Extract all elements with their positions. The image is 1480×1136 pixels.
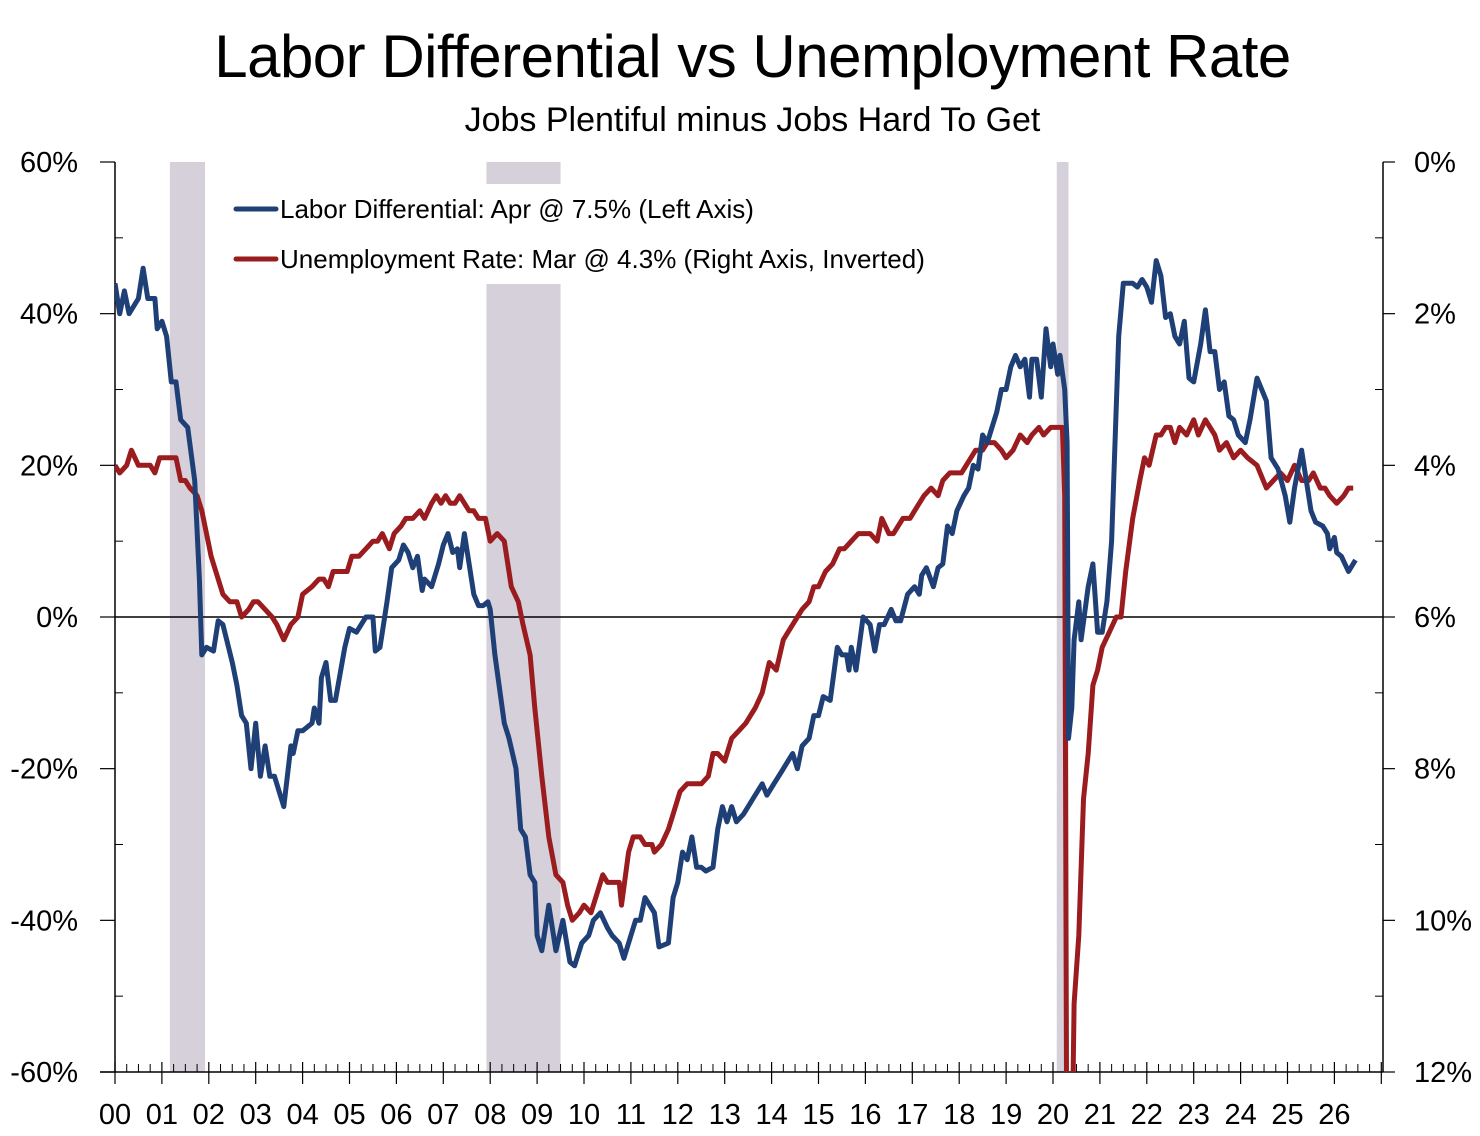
right-axis-label: 10% xyxy=(1414,905,1472,937)
legend: Labor Differential: Apr @ 7.5% (Left Axi… xyxy=(233,194,925,274)
right-axis-label: 8% xyxy=(1414,754,1456,786)
right-axis-label: 6% xyxy=(1414,602,1456,634)
x-axis-label: 12 xyxy=(662,1099,694,1131)
right-axis-label: 0% xyxy=(1414,147,1456,179)
x-axis-label: 11 xyxy=(616,1099,646,1131)
axes: 60% 40% 20% 0% -20% -40% -60% 0% 2% 4% 6% 8% 10% 12% 0… xyxy=(10,147,1472,1131)
x-axis-label: 22 xyxy=(1131,1099,1163,1131)
x-axis-label: 10 xyxy=(568,1099,600,1131)
x-axis-label: 16 xyxy=(849,1099,881,1131)
legend-background xyxy=(228,184,1038,284)
x-axis-label: 03 xyxy=(240,1099,272,1131)
x-axis-label: 05 xyxy=(333,1099,365,1131)
x-axis-label: 23 xyxy=(1178,1099,1210,1131)
left-axis-label: 0% xyxy=(36,602,78,634)
x-axis-label: 24 xyxy=(1224,1099,1256,1131)
x-axis-label: 18 xyxy=(943,1099,975,1131)
x-axis-label: 07 xyxy=(427,1099,459,1131)
x-axis-label: 09 xyxy=(521,1099,553,1131)
left-axis-label: -60% xyxy=(10,1057,78,1089)
x-axis-label: 20 xyxy=(1037,1099,1069,1131)
right-axis-label: 12% xyxy=(1414,1057,1472,1089)
x-axis-label: 01 xyxy=(146,1099,178,1131)
x-axis-label: 02 xyxy=(193,1099,225,1131)
x-axis-label: 15 xyxy=(802,1099,834,1131)
left-axis-label: -40% xyxy=(10,905,78,937)
left-axis-label: 40% xyxy=(20,299,78,331)
right-axis-label: 4% xyxy=(1414,450,1456,482)
x-axis-label: 08 xyxy=(474,1099,506,1131)
x-axis-label: 14 xyxy=(755,1099,787,1131)
x-axis-label: 19 xyxy=(990,1099,1022,1131)
x-axis-label: 06 xyxy=(380,1099,412,1131)
legend-label-labor: Labor Differential: Apr @ 7.5% (Left Axi… xyxy=(280,194,754,224)
x-axis-label: 26 xyxy=(1318,1099,1350,1131)
series-lines xyxy=(115,258,1358,1072)
chart-title: Labor Differential vs Unemployment Rate xyxy=(214,23,1291,90)
x-axis-label: 21 xyxy=(1084,1099,1116,1131)
left-axis-label: 60% xyxy=(20,147,78,179)
labor-differential-line xyxy=(115,258,1358,969)
left-axis-label: 20% xyxy=(20,450,78,482)
x-axis-label: 25 xyxy=(1271,1099,1303,1131)
x-axis-label: 00 xyxy=(99,1099,131,1131)
chart-subtitle: Jobs Plentiful minus Jobs Hard To Get xyxy=(464,101,1041,139)
right-axis-label: 2% xyxy=(1414,299,1456,331)
legend-label-unemployment: Unemployment Rate: Mar @ 4.3% (Right Axi… xyxy=(280,244,925,274)
left-axis-label: -20% xyxy=(10,754,78,786)
unemployment-line xyxy=(115,417,1354,1072)
x-axis-label: 13 xyxy=(709,1099,741,1131)
x-axis-label: 04 xyxy=(286,1099,318,1131)
x-axis-label: 17 xyxy=(896,1099,928,1131)
